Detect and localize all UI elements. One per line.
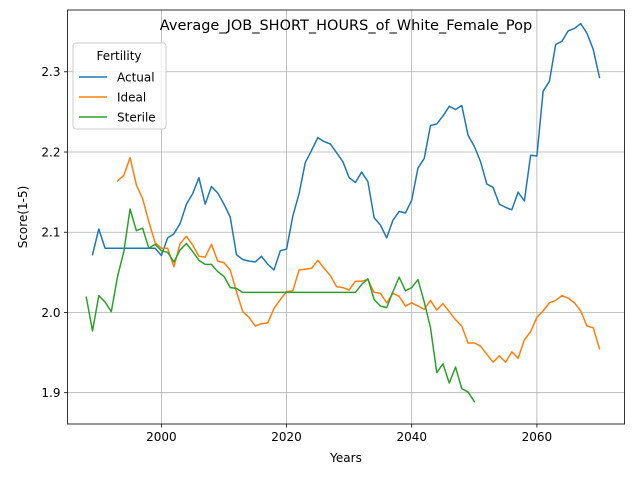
legend-label-actual: Actual	[117, 70, 155, 84]
legend-title: Fertility	[96, 49, 141, 63]
series-line-actual	[91, 22, 601, 271]
x-tick-label: 2000	[146, 430, 177, 444]
series-line-sterile	[85, 208, 476, 403]
chart-title: Average_JOB_SHORT_HOURS_of_White_Female_…	[160, 18, 532, 34]
x-tick-label: 2020	[271, 430, 302, 444]
series-line-ideal	[116, 156, 601, 363]
legend-box	[72, 42, 167, 130]
series-lines	[85, 22, 601, 403]
x-tick-label: 2040	[396, 430, 427, 444]
y-tick-label: 2.2	[41, 145, 60, 159]
y-tick-label: 1.9	[41, 386, 60, 400]
y-tick-label: 2.3	[41, 65, 60, 79]
x-axis-label: Years	[329, 451, 362, 465]
legend-items: Actual Ideal Sterile	[79, 70, 156, 124]
y-tick-label: 2.1	[41, 226, 60, 240]
y-tick-label: 2.0	[41, 306, 60, 320]
x-tick-label: 2060	[522, 430, 553, 444]
legend-label-sterile: Sterile	[117, 110, 156, 124]
y-axis-label: Score(1-5)	[16, 186, 30, 249]
plot-area-frame	[67, 9, 625, 425]
legend: Fertility Actual Ideal Sterile	[72, 42, 167, 130]
axis-ticks: 2000 2020 2040 2060 1.9 2.0 2.1 2.2 2.3	[41, 65, 552, 444]
legend-label-ideal: Ideal	[117, 90, 146, 104]
